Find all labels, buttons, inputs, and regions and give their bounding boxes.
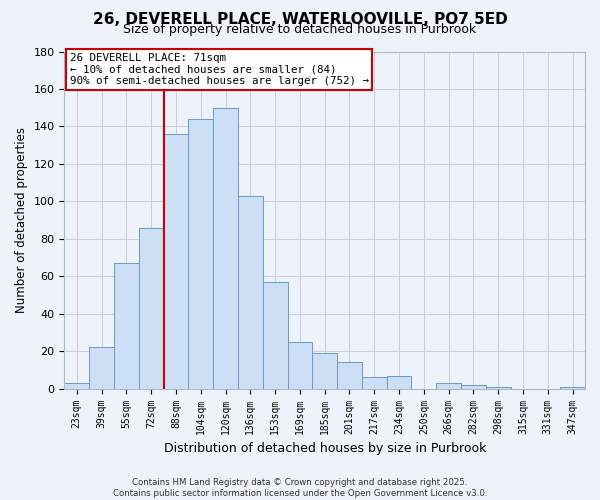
Bar [139, 228, 164, 388]
Bar [560, 387, 585, 388]
Bar [238, 196, 263, 388]
Text: Contains HM Land Registry data © Crown copyright and database right 2025.
Contai: Contains HM Land Registry data © Crown c… [113, 478, 487, 498]
Bar [461, 385, 486, 388]
Bar [114, 263, 139, 388]
Bar [213, 108, 238, 388]
Bar [188, 119, 213, 388]
Text: 26, DEVERELL PLACE, WATERLOOVILLE, PO7 5ED: 26, DEVERELL PLACE, WATERLOOVILLE, PO7 5… [92, 12, 508, 28]
Bar [362, 378, 386, 388]
Bar [89, 348, 114, 389]
Bar [436, 383, 461, 388]
Bar [486, 387, 511, 388]
Bar [386, 376, 412, 388]
Bar [263, 282, 287, 389]
Bar [64, 383, 89, 388]
Bar [287, 342, 313, 388]
Text: 26 DEVERELL PLACE: 71sqm
← 10% of detached houses are smaller (84)
90% of semi-d: 26 DEVERELL PLACE: 71sqm ← 10% of detach… [70, 53, 368, 86]
Y-axis label: Number of detached properties: Number of detached properties [15, 127, 28, 313]
X-axis label: Distribution of detached houses by size in Purbrook: Distribution of detached houses by size … [164, 442, 486, 455]
Text: Size of property relative to detached houses in Purbrook: Size of property relative to detached ho… [124, 22, 476, 36]
Bar [313, 353, 337, 388]
Bar [337, 362, 362, 388]
Bar [164, 134, 188, 388]
